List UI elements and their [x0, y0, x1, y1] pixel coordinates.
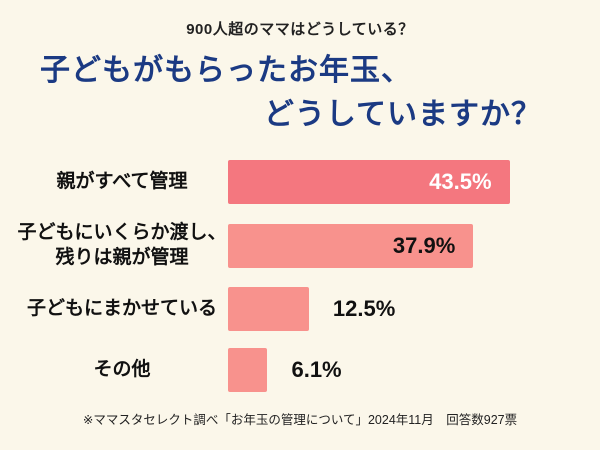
bar [228, 348, 268, 393]
page-title: 子どもがもらったお年玉、 どうしていますか？ [0, 49, 600, 136]
bar-row: 子どもにまかせている 12.5% [16, 287, 584, 332]
bar-area: 43.5% [228, 160, 584, 204]
bar-category-label: 子どもにいくらか渡し、 残りは親が管理 [17, 222, 227, 268]
title-line-2: どうしていますか？ [263, 97, 542, 131]
bar: 43.5% [228, 160, 510, 204]
bar-area: 12.5% [228, 287, 584, 332]
bar-row: その他 6.1% [16, 348, 584, 393]
bar-value-label-outside: 6.1% [291, 357, 342, 383]
bar-chart: 親がすべて管理 43.5% 子どもにいくらか渡し、 残りは親が管理 37.9% 子… [0, 160, 600, 393]
bar-value-label-inside: 37.9% [392, 232, 456, 258]
bar-category-label: 親がすべて管理 [56, 170, 188, 192]
bar: 37.9% [228, 223, 474, 268]
bar-row: 子どもにいくらか渡し、 残りは親が管理 37.9% [16, 221, 584, 270]
eyebrow-text: 900人超のママはどうしている？ [186, 21, 414, 38]
bar-area: 6.1% [228, 348, 584, 393]
bar-row: 親がすべて管理 43.5% [16, 160, 584, 204]
bar-category-label: 子どもにまかせている [26, 298, 217, 320]
bar-value-label-outside: 12.5% [332, 296, 396, 322]
bar-value-label-inside: 43.5% [429, 169, 492, 194]
footnote-text: ※ママスタセレクト調べ「お年玉の管理について」2024年11月 回答数927票 [82, 413, 518, 427]
bar [228, 287, 309, 332]
title-line-1: 子どもがもらったお年玉、 [40, 54, 412, 87]
bar-category-label: その他 [93, 359, 151, 381]
bar-area: 37.9% [228, 223, 584, 268]
